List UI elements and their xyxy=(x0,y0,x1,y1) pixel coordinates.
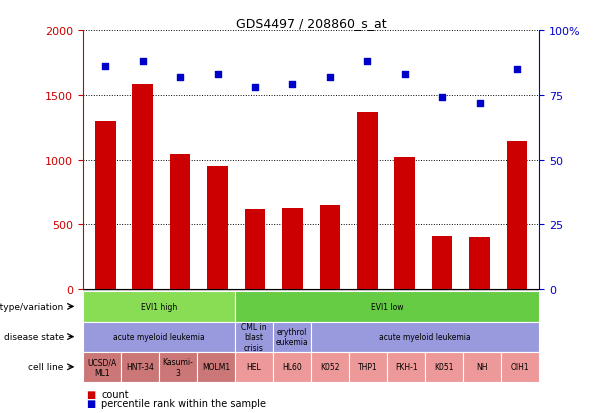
Point xyxy=(101,64,110,71)
Bar xyxy=(319,206,340,290)
Bar xyxy=(357,112,378,290)
Point xyxy=(400,71,409,78)
Text: EVI1 low: EVI1 low xyxy=(371,302,403,311)
Bar xyxy=(470,238,490,290)
Bar xyxy=(132,85,153,290)
Bar xyxy=(282,208,303,290)
Text: HEL: HEL xyxy=(246,363,261,371)
Text: HNT-34: HNT-34 xyxy=(126,363,154,371)
Point xyxy=(213,71,223,78)
Text: EVI1 high: EVI1 high xyxy=(141,302,177,311)
Point xyxy=(250,85,260,91)
Point xyxy=(325,74,335,81)
Bar xyxy=(507,142,527,290)
Text: percentile rank within the sample: percentile rank within the sample xyxy=(101,399,266,408)
Text: K052: K052 xyxy=(321,363,340,371)
Bar xyxy=(95,121,115,290)
Text: HL60: HL60 xyxy=(282,363,302,371)
Bar xyxy=(432,237,452,290)
Point xyxy=(175,74,185,81)
Text: Kasumi-
3: Kasumi- 3 xyxy=(162,357,193,377)
Text: CML in
blast
crisis: CML in blast crisis xyxy=(241,322,267,351)
Point xyxy=(362,59,372,65)
Text: disease state: disease state xyxy=(4,332,64,341)
Text: OIH1: OIH1 xyxy=(511,363,530,371)
Point xyxy=(512,66,522,73)
Bar xyxy=(207,167,228,290)
Text: THP1: THP1 xyxy=(359,363,378,371)
Bar xyxy=(394,158,415,290)
Text: UCSD/A
ML1: UCSD/A ML1 xyxy=(87,357,116,377)
Title: GDS4497 / 208860_s_at: GDS4497 / 208860_s_at xyxy=(236,17,386,30)
Text: ■: ■ xyxy=(86,399,95,408)
Point xyxy=(437,95,447,102)
Text: cell line: cell line xyxy=(28,363,64,371)
Text: NH: NH xyxy=(476,363,488,371)
Text: acute myeloid leukemia: acute myeloid leukemia xyxy=(113,332,205,341)
Text: genotype/variation: genotype/variation xyxy=(0,302,64,311)
Point xyxy=(474,100,484,107)
Text: K051: K051 xyxy=(435,363,454,371)
Point xyxy=(138,59,148,65)
Text: count: count xyxy=(101,389,129,399)
Bar xyxy=(245,209,265,290)
Point xyxy=(287,82,297,88)
Bar xyxy=(170,155,191,290)
Text: FKH-1: FKH-1 xyxy=(395,363,417,371)
Text: MOLM1: MOLM1 xyxy=(202,363,230,371)
Text: erythrol
eukemia: erythrol eukemia xyxy=(276,327,308,347)
Text: ■: ■ xyxy=(86,389,95,399)
Text: acute myeloid leukemia: acute myeloid leukemia xyxy=(379,332,471,341)
